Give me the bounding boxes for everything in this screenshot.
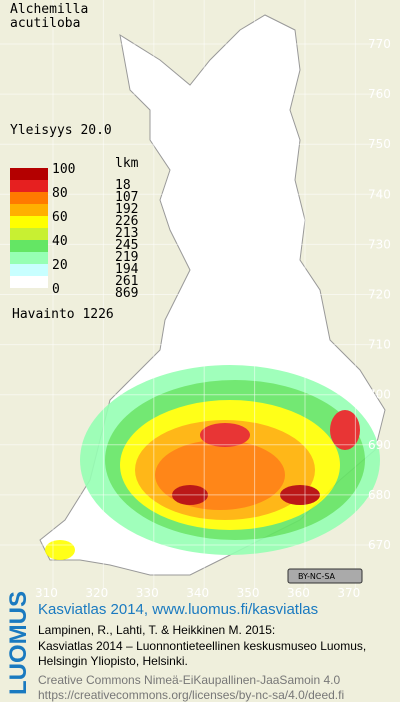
easting-label: 360 bbox=[287, 586, 310, 600]
northing-label: 690 bbox=[368, 438, 391, 452]
legend-scale-label: 80 bbox=[52, 186, 68, 201]
citation: Helsingin Yliopisto, Helsinki. bbox=[38, 654, 188, 668]
easting-label: 350 bbox=[237, 586, 260, 600]
headline: Kasviatlas 2014, www.luomus.fi/kasviatla… bbox=[38, 601, 318, 618]
license: https://creativecommons.org/licenses/by-… bbox=[38, 688, 344, 702]
legend-scale-label: 20 bbox=[52, 258, 68, 273]
observations: Havainto 1226 bbox=[12, 307, 114, 322]
legend-count: 192 bbox=[115, 202, 138, 217]
northing-label: 700 bbox=[368, 388, 391, 402]
northing-label: 740 bbox=[368, 187, 391, 201]
legend-scale-label: 100 bbox=[52, 162, 75, 177]
legend-swatch bbox=[10, 204, 48, 216]
license: Creative Commons Nimeä-EiKaupallinen-Jaa… bbox=[38, 673, 340, 687]
grid-lines bbox=[0, 0, 380, 588]
easting-label: 310 bbox=[35, 586, 58, 600]
legend-count: 219 bbox=[115, 250, 138, 265]
legend-count: 869 bbox=[115, 286, 138, 301]
license-badge-text: BY-NC-SA bbox=[298, 572, 336, 581]
legend-swatch bbox=[10, 216, 48, 228]
legend-scale-label: 0 bbox=[52, 282, 60, 297]
license-badge: BY-NC-SA bbox=[287, 568, 363, 584]
citation: Lampinen, R., Lahti, T. & Heikkinen M. 2… bbox=[38, 623, 275, 637]
brand: LUOMUS bbox=[5, 591, 32, 695]
easting-label: 340 bbox=[186, 586, 209, 600]
legend-swatch bbox=[10, 168, 48, 180]
legend-swatch bbox=[10, 180, 48, 192]
northing-label: 680 bbox=[368, 488, 391, 502]
northing-label: 670 bbox=[368, 538, 391, 552]
northing-label: 710 bbox=[368, 338, 391, 352]
legend-scale-label: 60 bbox=[52, 210, 68, 225]
northing-label: 750 bbox=[368, 137, 391, 151]
legend-swatch bbox=[10, 228, 48, 240]
legend-swatch bbox=[10, 192, 48, 204]
easting-label: 320 bbox=[85, 586, 108, 600]
legend-swatch bbox=[10, 276, 48, 288]
legend-count: 226 bbox=[115, 214, 138, 229]
easting-label: 330 bbox=[136, 586, 159, 600]
legend-count: 194 bbox=[115, 262, 139, 277]
legend-swatch bbox=[10, 264, 48, 276]
legend-swatch bbox=[10, 252, 48, 264]
northing-label: 730 bbox=[368, 237, 391, 251]
legend-title: Yleisyys 20.0 bbox=[10, 123, 112, 138]
title: acutiloba bbox=[10, 16, 80, 31]
legend-count: 107 bbox=[115, 190, 138, 205]
legend-count: 18 bbox=[115, 178, 131, 193]
legend-scale-label: 40 bbox=[52, 234, 68, 249]
title: Alchemilla bbox=[10, 2, 88, 17]
legend-unit: lkm bbox=[115, 156, 139, 171]
northing-label: 760 bbox=[368, 87, 391, 101]
northing-label: 720 bbox=[368, 288, 391, 302]
citation: Kasviatlas 2014 – Luonnontieteellinen ke… bbox=[38, 639, 366, 653]
northing-label: 770 bbox=[368, 37, 391, 51]
legend-count: 245 bbox=[115, 238, 138, 253]
legend-swatch bbox=[10, 240, 48, 252]
legend-count: 213 bbox=[115, 226, 138, 241]
legend-count: 261 bbox=[115, 274, 138, 289]
easting-label: 370 bbox=[337, 586, 360, 600]
